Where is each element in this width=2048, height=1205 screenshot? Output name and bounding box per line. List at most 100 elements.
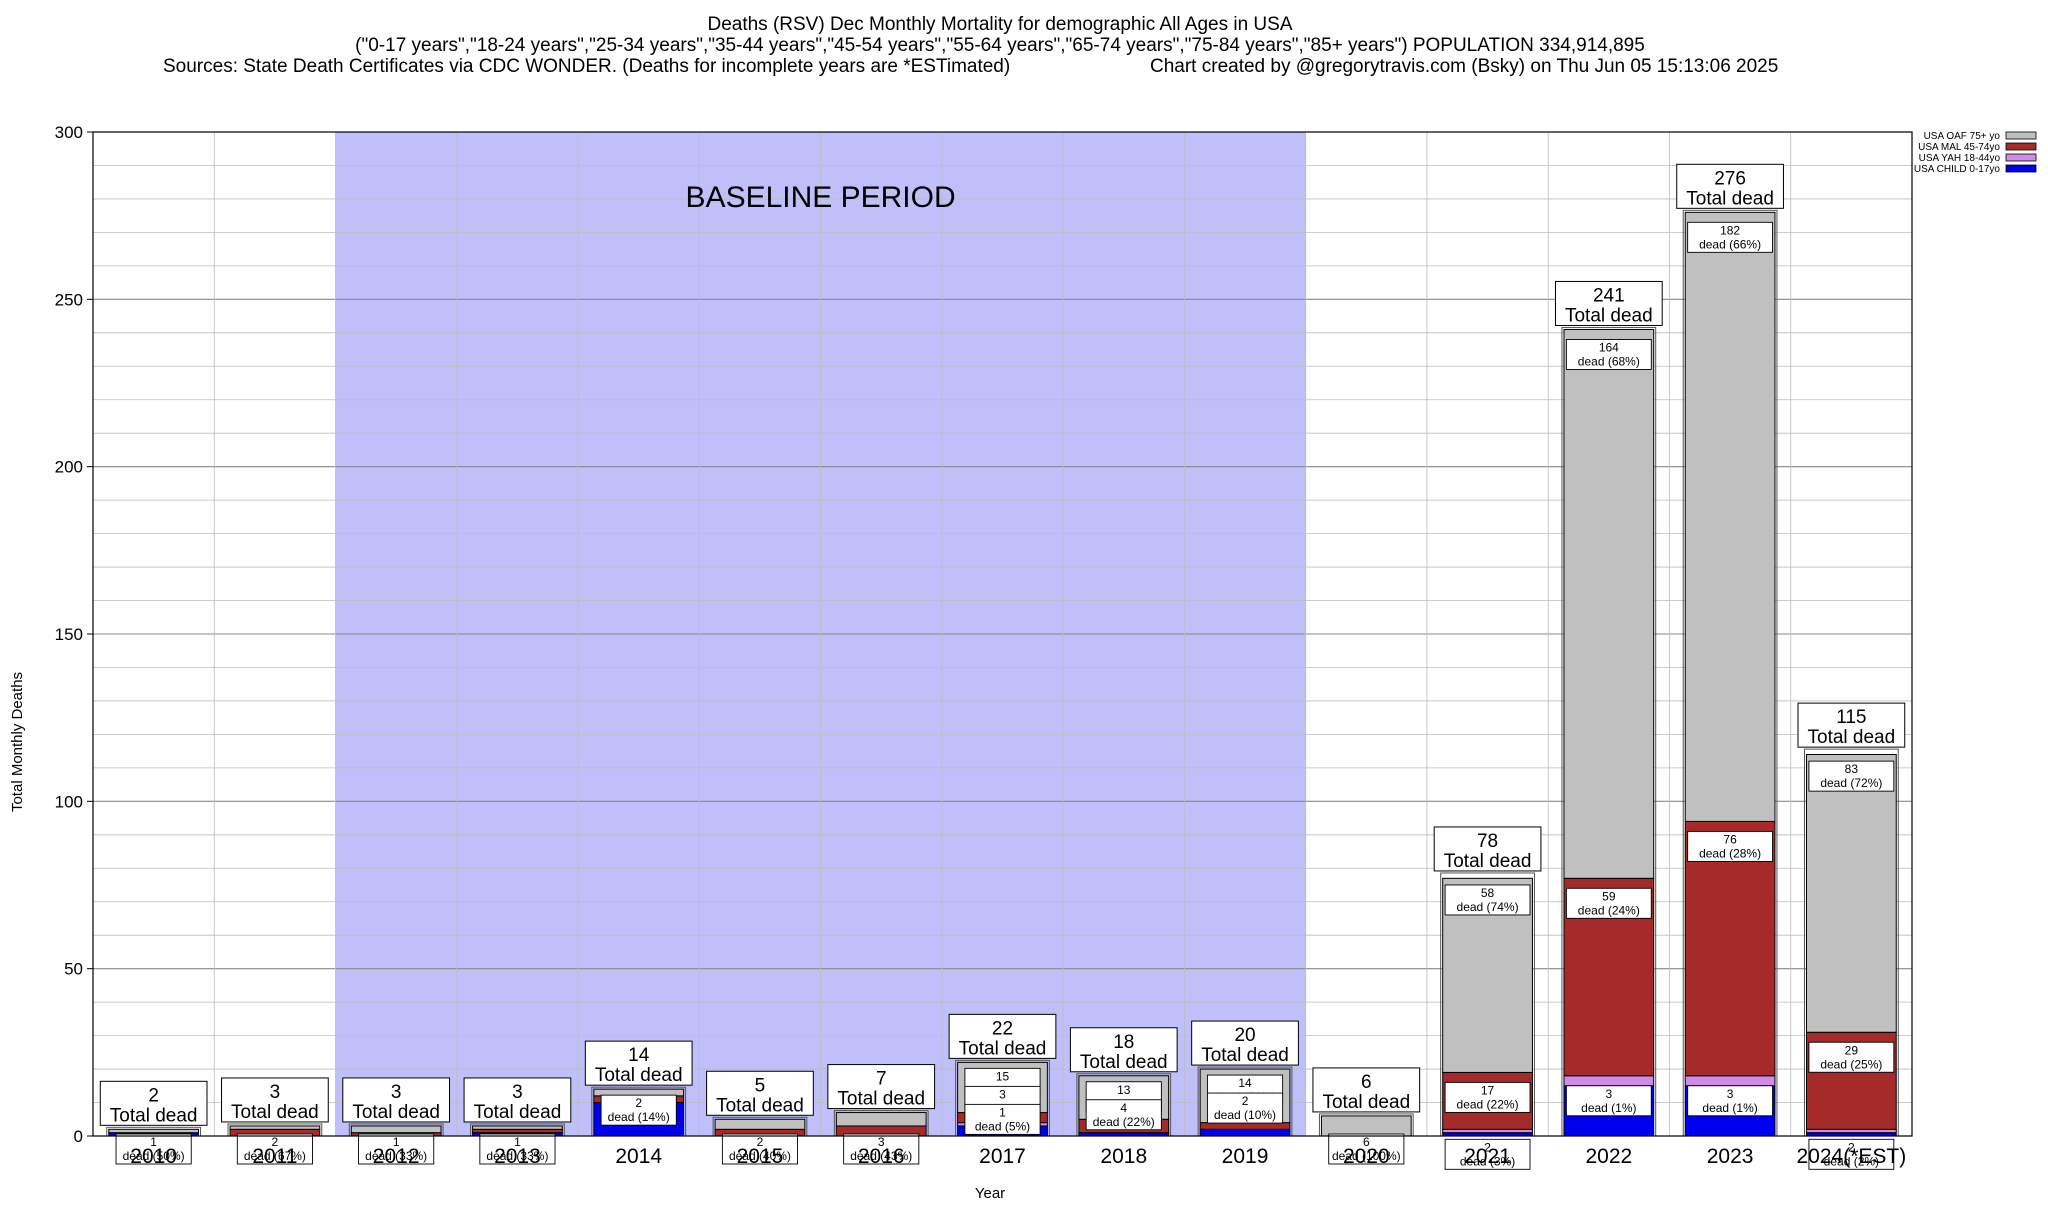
segment-value: 1 (393, 1135, 400, 1149)
segment-label-box (236, 1133, 313, 1165)
segment-label-box (1687, 1085, 1773, 1117)
segment-label-box (1687, 221, 1773, 253)
total-text: Total dead (352, 1102, 440, 1123)
segment-label-box (1565, 887, 1652, 919)
segment-percent: dead (40%) (729, 1149, 791, 1163)
bar-segment (1684, 1075, 1776, 1087)
segment-value: 2 (635, 1096, 642, 1110)
x-tick-label: 2022 (1585, 1145, 1632, 1168)
total-text: Total dead (1808, 727, 1896, 748)
x-tick-label: 2024(*EST) (1797, 1145, 1907, 1168)
chart-title: Deaths (RSV) Dec Monthly Mortality for d… (707, 14, 1292, 35)
segment-percent: dead (25%) (1820, 1057, 1882, 1071)
x-tick-label: 2014 (615, 1145, 662, 1168)
segment-percent: dead (14%) (608, 1110, 670, 1124)
x-tick-label: 2019 (1222, 1145, 1269, 1168)
total-label-box (584, 1040, 693, 1086)
segment-value: 15 (996, 1069, 1010, 1083)
total-label-box (463, 1077, 572, 1123)
segment-value: 13 (1117, 1083, 1131, 1097)
total-value: 2 (148, 1085, 159, 1106)
segment-percent: dead (22%) (1457, 1097, 1519, 1111)
legend-swatch (2005, 164, 2037, 173)
total-text: Total dead (1080, 1052, 1168, 1073)
segment-label-box (1808, 1041, 1895, 1073)
segment-percent: dead (100%) (1332, 1149, 1401, 1163)
total-label-box (1797, 702, 1906, 748)
total-value: 276 (1714, 168, 1746, 189)
total-label-box (706, 1070, 814, 1116)
segment-label-box (358, 1133, 435, 1165)
segment-label-box (1206, 1092, 1284, 1124)
segment-percent: dead (24%) (1578, 903, 1640, 917)
x-tick-label: 2013 (494, 1145, 541, 1168)
segment-value: 59 (1602, 889, 1616, 903)
total-label-box (342, 1077, 451, 1123)
segment-percent: dead (50%) (123, 1149, 185, 1163)
segment-value: 2 (1484, 1140, 1491, 1154)
total-text: Total dead (1201, 1045, 1289, 1066)
segment-value: 76 (1723, 832, 1737, 846)
segment-value: 2 (1242, 1094, 1249, 1108)
total-text: Total dead (595, 1065, 683, 1086)
x-tick-label: 2021 (1464, 1145, 1511, 1168)
segment-percent: dead (74%) (1457, 900, 1519, 914)
segment-value: 6 (1363, 1135, 1370, 1149)
total-text: Total dead (1686, 188, 1774, 209)
total-value: 115 (1836, 707, 1866, 728)
bar-segment (1805, 1128, 1897, 1134)
total-label-box (948, 1013, 1057, 1059)
segment-percent: dead (28%) (1699, 846, 1761, 860)
segment-percent: dead (68%) (1578, 354, 1640, 368)
segment-value: 17 (1481, 1083, 1495, 1097)
total-text: Total dead (110, 1105, 198, 1126)
total-text: Total dead (1565, 305, 1653, 326)
y-axis-label: Total Monthly Deaths (9, 672, 26, 812)
total-text: Total dead (231, 1102, 319, 1123)
segment-label-box (600, 1094, 677, 1126)
bar-segment (1199, 1122, 1291, 1130)
total-text: Total dead (837, 1089, 925, 1110)
plot-frame (92, 131, 1913, 1137)
segment-value: 164 (1599, 340, 1619, 354)
y-tick-label: 50 (64, 960, 83, 979)
total-label-box (1191, 1020, 1299, 1066)
bar-segment (229, 1125, 321, 1130)
total-value: 3 (391, 1082, 402, 1103)
total-text: Total dead (474, 1102, 562, 1123)
baseline-label: BASELINE PERIOD (686, 181, 956, 214)
total-value: 22 (992, 1018, 1013, 1039)
segment-percent: dead (66%) (1699, 237, 1761, 251)
x-tick-label: 2015 (737, 1145, 784, 1168)
segment-percent: dead (1%) (1702, 1101, 1757, 1115)
total-text: Total dead (959, 1038, 1047, 1059)
segment-value: 58 (1481, 886, 1495, 900)
legend-swatch (2005, 142, 2037, 151)
total-value: 20 (1234, 1025, 1255, 1046)
y-tick-label: 100 (55, 792, 83, 811)
segment-percent: dead (67%) (244, 1149, 306, 1163)
segment-percent: dead (10%) (1214, 1108, 1276, 1122)
segment-value: 3 (1727, 1087, 1734, 1101)
total-value: 6 (1361, 1072, 1372, 1093)
segment-label-box (115, 1133, 192, 1165)
segment-value: 1 (150, 1135, 157, 1149)
segment-value: 3 (878, 1135, 885, 1149)
x-tick-label: 2012 (373, 1145, 420, 1168)
legend-swatch (2005, 131, 2037, 140)
total-value: 78 (1477, 831, 1498, 852)
segment-value: 4 (1120, 1101, 1127, 1115)
segment-label-box (1444, 1138, 1531, 1170)
segment-label-box (1328, 1133, 1405, 1165)
bar-segment (1563, 1075, 1655, 1087)
segment-value: 2 (1848, 1140, 1855, 1154)
bar-segment (350, 1125, 442, 1134)
segment-label-box (964, 1103, 1041, 1135)
x-tick-label: 2018 (1100, 1145, 1147, 1168)
segment-value: 1 (514, 1135, 521, 1149)
segment-value: 3 (999, 1087, 1006, 1101)
legend-label: USA OAF 75+ yo (1924, 131, 2001, 142)
segment-percent: dead (43%) (850, 1149, 912, 1163)
